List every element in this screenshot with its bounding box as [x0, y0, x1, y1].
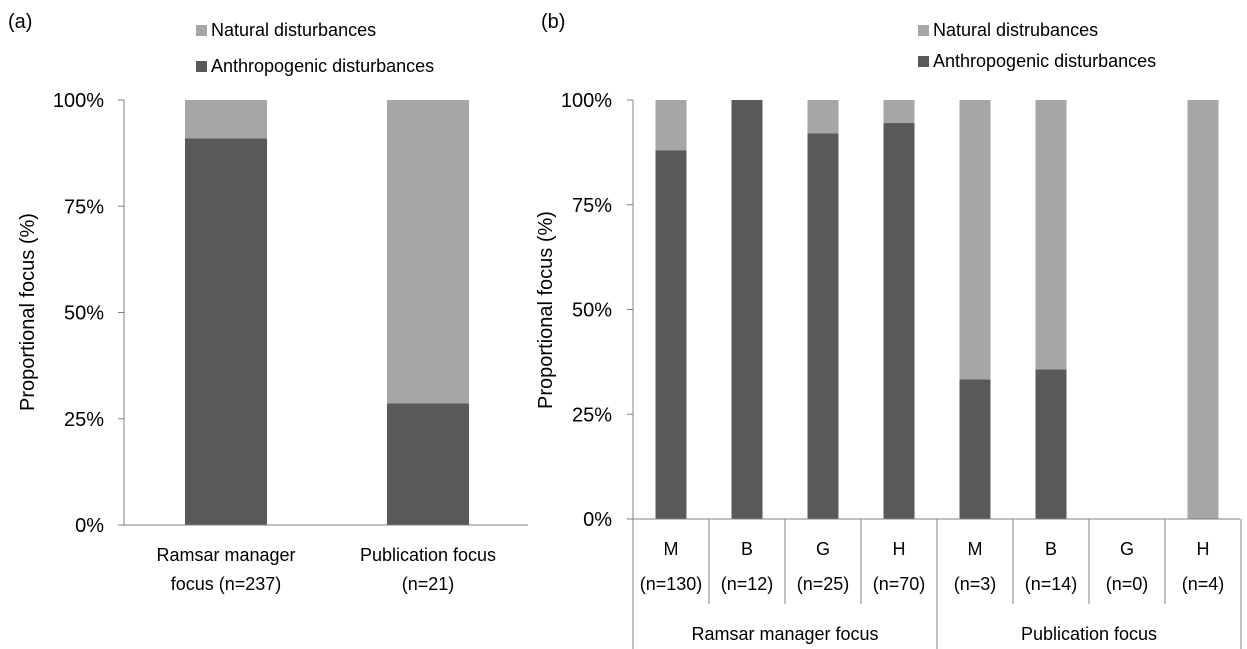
legend-label-anthropogenic: Anthropogenic disturbances	[933, 51, 1156, 71]
category-label: H	[893, 539, 906, 559]
panel-a-label: (a)	[8, 11, 32, 33]
panel-a-y-axis-title: Proportional focus (%)	[17, 213, 39, 411]
panel-b-legend: Natural distrubances Anthropogenic distu…	[918, 20, 1156, 71]
legend-label-natural: Natural distrubances	[933, 20, 1098, 40]
category-count-label: focus (n=237)	[171, 574, 282, 594]
panel-b-y-axis-title: Proportional focus (%)	[535, 211, 557, 409]
bar-anthropogenic	[1035, 369, 1067, 519]
panel-b-bars	[655, 100, 1219, 520]
bar-anthropogenic	[731, 100, 763, 519]
bar-anthropogenic	[387, 403, 469, 525]
panel-a-axes	[123, 100, 528, 526]
category-count-label: (n=25)	[797, 574, 850, 594]
panel-a-category-labels: Ramsar manager focus (n=237) Publication f…	[156, 545, 496, 594]
bar-natural	[185, 100, 267, 139]
panel-b-group-labels: Ramsar manager focus Publication focus	[691, 624, 1157, 644]
bar-anthropogenic	[959, 379, 991, 519]
y-tick-label: 25%	[572, 404, 612, 426]
category-label: M	[664, 539, 679, 559]
bar-natural	[883, 100, 915, 124]
category-count-label: (n=12)	[721, 574, 774, 594]
bar-natural	[1187, 100, 1219, 519]
legend-swatch-anthropogenic	[196, 61, 207, 72]
category-count-label: (n=14)	[1025, 574, 1078, 594]
y-tick-label: 75%	[572, 195, 612, 217]
bar-natural	[387, 100, 469, 404]
panel-b-label: (b)	[541, 11, 565, 33]
y-tick-label: 50%	[572, 300, 612, 322]
panel-b-y-ticks: 0% 25% 50% 75% 100%	[561, 90, 633, 531]
category-count-label: (n=3)	[954, 574, 997, 594]
panel-a: (a) Natural disturbances Anthropogenic d…	[8, 11, 528, 594]
y-tick-label: 100%	[53, 90, 104, 112]
category-label: B	[741, 539, 753, 559]
category-count-label: (n=21)	[402, 574, 455, 594]
panel-b-category-labels: M (n=130) B (n=12) G (n=25) H (n=70) M (n=3) B (n=1…	[640, 539, 1225, 594]
panel-b: (b) Natural distrubances Anthropogenic d…	[535, 11, 1242, 649]
category-count-label: (n=4)	[1182, 574, 1225, 594]
legend-label-natural: Natural disturbances	[211, 20, 376, 40]
category-label: H	[1197, 539, 1210, 559]
legend-swatch-natural	[918, 25, 929, 36]
category-count-label: (n=130)	[640, 574, 703, 594]
category-label: G	[816, 539, 830, 559]
bar-natural	[807, 100, 839, 134]
panel-a-y-ticks: 0% 25% 50% 75% 100%	[53, 90, 124, 537]
y-tick-label: 75%	[64, 196, 104, 218]
y-tick-label: 100%	[561, 90, 612, 112]
bar-anthropogenic	[655, 150, 687, 519]
category-label: B	[1045, 539, 1057, 559]
y-tick-label: 0%	[583, 509, 612, 531]
panel-a-bars	[185, 100, 469, 525]
legend-swatch-anthropogenic	[918, 56, 929, 67]
category-label: G	[1120, 539, 1134, 559]
bar-natural	[1035, 100, 1067, 370]
group-label: Publication focus	[1021, 624, 1157, 644]
panel-a-legend: Natural disturbances Anthropogenic distu…	[196, 20, 434, 76]
legend-label-anthropogenic: Anthropogenic disturbances	[211, 56, 434, 76]
y-tick-label: 25%	[64, 409, 104, 431]
category-label: Publication focus	[360, 545, 496, 565]
category-count-label: (n=70)	[873, 574, 926, 594]
category-label: M	[968, 539, 983, 559]
panel-b-axes	[632, 100, 1242, 649]
y-tick-label: 0%	[75, 515, 104, 537]
legend-swatch-natural	[196, 25, 207, 36]
category-label: Ramsar manager	[156, 545, 295, 565]
bar-anthropogenic	[883, 123, 915, 520]
bar-natural	[959, 100, 991, 380]
bar-anthropogenic	[185, 138, 267, 525]
category-count-label: (n=0)	[1106, 574, 1149, 594]
group-label: Ramsar manager focus	[691, 624, 878, 644]
y-tick-label: 50%	[64, 303, 104, 325]
bar-anthropogenic	[807, 133, 839, 519]
bar-natural	[655, 100, 687, 151]
